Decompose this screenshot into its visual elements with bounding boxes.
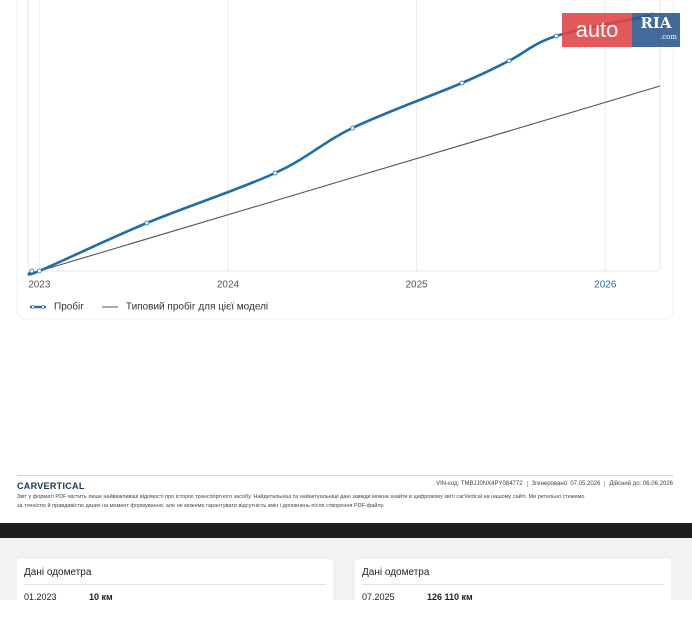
row-value: 10 км	[89, 592, 113, 602]
legend-label: Пробіг	[54, 301, 84, 313]
x-tick-label: 2023	[28, 280, 51, 291]
generated: Згенеровано: 07.05.2026	[526, 481, 601, 487]
legend-dot	[31, 305, 35, 309]
card-title: Дані одометра	[24, 567, 326, 585]
point	[272, 170, 278, 176]
disclaimer-line: за точністю й правдивістю даних на момен…	[17, 503, 385, 509]
point	[459, 80, 465, 86]
plot-area	[27, 0, 661, 272]
series-line	[27, 13, 653, 276]
watermark-ria-text: RIA	[640, 14, 672, 32]
lower-page: Дані одометра 01.2023 10 км Дані одометра 07…	[0, 538, 692, 619]
point	[350, 125, 355, 131]
valid: Дійсний до: 06.06.2026	[604, 481, 673, 487]
legend-dot	[41, 305, 45, 309]
card-row: 01.2023 10 км	[24, 592, 326, 602]
watermark-domain: .com	[660, 33, 677, 41]
point	[553, 33, 559, 39]
legend-label: Типовий пробіг для цієї моделі	[126, 301, 268, 313]
point	[29, 268, 35, 274]
row-value: 126 110 км	[427, 592, 473, 602]
footer: CARVERTICAL VIN-код: TMBJJ0NX4PY084772 Зг…	[17, 475, 673, 511]
chart-card	[16, 0, 674, 320]
x-tick-label: 2024	[217, 280, 240, 291]
row-date: 07.2025	[362, 592, 395, 602]
x-tick-label: 2025	[406, 280, 429, 291]
disclaimer-line: Звіт у форматі PDF містить лише найважли…	[17, 494, 585, 500]
point	[144, 220, 150, 226]
disclaimer: Звіт у форматі PDF містить лише найважли…	[17, 493, 673, 511]
point	[506, 58, 512, 64]
card-title: Дані одометра	[362, 567, 664, 585]
chart: 2023 2024 2025 2026 Пробіг Типовий пробіг для…	[16, 0, 674, 320]
watermark-auto: auto	[562, 13, 632, 47]
series-line	[39, 85, 661, 272]
brand: CARVERTICAL	[17, 481, 85, 491]
point	[36, 268, 42, 274]
row-date: 01.2023	[24, 592, 57, 602]
odometer-card: Дані одометра 01.2023 10 км	[17, 559, 333, 619]
meta: VIN-код: TMBJJ0NX4PY084772 Згенеровано: 0…	[428, 481, 673, 487]
x-tick-label: 2026	[594, 280, 617, 291]
viewer-band	[0, 523, 692, 538]
card-row: 07.2025 126 110 км	[362, 592, 664, 602]
vin: VIN-код: TMBJJ0NX4PY084772	[436, 481, 523, 487]
watermark-ria: RIA .com	[632, 13, 680, 47]
odometer-card: Дані одометра 07.2025 126 110 км	[355, 559, 671, 619]
